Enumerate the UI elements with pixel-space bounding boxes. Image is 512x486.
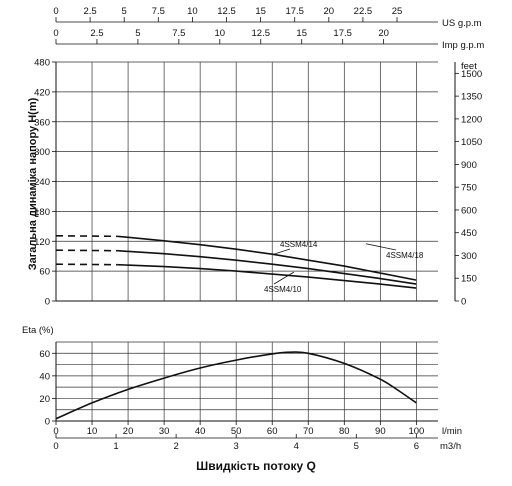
feet-tick-label: 150 — [461, 274, 477, 285]
head-ytick-label: 0 — [45, 297, 50, 308]
efficiency-curve — [55, 351, 417, 420]
lpm-tick-label: 40 — [195, 426, 206, 437]
feet-tick-label: 300 — [461, 251, 477, 262]
feet-tick-label: 900 — [461, 160, 477, 171]
top-axis-tick-label: 2.5 — [83, 6, 96, 17]
curve-label-4SSM4/10: 4SSM4/10 — [264, 285, 302, 294]
top-axis-tick-label: 7.5 — [152, 6, 165, 17]
top-axis-tick-label: 7.5 — [172, 28, 185, 39]
top-axis-tick-label: 12.5 — [252, 28, 271, 39]
top-axis-tick-label: 17.5 — [285, 6, 304, 17]
head-axis-label: Загальна динаміка напору H(m) — [27, 97, 39, 270]
lpm-tick-label: 20 — [123, 426, 134, 437]
eff-ytick-label: 0 — [45, 417, 50, 428]
lpm-unit-label: l/min — [442, 426, 462, 437]
lpm-tick-label: 70 — [303, 426, 314, 437]
lpm-tick-label: 80 — [339, 426, 350, 437]
head-curve-dashed-4SSM4/10 — [55, 263, 118, 266]
head-ytick-label: 240 — [34, 177, 50, 188]
top-axis-tick-label: 2.5 — [90, 28, 103, 39]
head-ytick-label: 360 — [34, 117, 50, 128]
m3h-tick-label: 2 — [173, 441, 178, 452]
head-ytick-label: 120 — [34, 237, 50, 248]
top-axis-tick-label: 15 — [255, 6, 266, 17]
head-ytick-label: 480 — [34, 58, 50, 69]
x-axis-title: Швидкість потоку Q — [196, 459, 316, 473]
curve-label-4SSM4/14: 4SSM4/14 — [280, 240, 318, 249]
lpm-tick-label: 50 — [231, 426, 242, 437]
eff-ytick-label: 60 — [39, 349, 50, 360]
eff-ytick-label: 40 — [39, 371, 50, 382]
lpm-tick-label: 100 — [408, 426, 424, 437]
lpm-tick-label: 30 — [159, 426, 170, 437]
feet-tick-label: 1050 — [461, 137, 482, 148]
top-axis-tick-label: 0 — [53, 28, 58, 39]
m3h-tick-label: 5 — [354, 441, 359, 452]
m3h-tick-label: 4 — [294, 441, 299, 452]
top-axis-tick-label: 20 — [378, 28, 389, 39]
curve-label-4SSM4/18: 4SSM4/18 — [386, 251, 424, 260]
top-axis-tick-label: 5 — [122, 6, 127, 17]
curve-pointer-4SSM4/18 — [365, 243, 397, 251]
lpm-tick-label: 60 — [267, 426, 278, 437]
m3h-tick-label: 6 — [414, 441, 419, 452]
head-curve-4SSM4/14 — [117, 249, 417, 285]
eff-ytick-label: 20 — [39, 394, 50, 405]
lpm-tick-label: 90 — [375, 426, 386, 437]
m3h-unit-label: m3/h — [440, 441, 461, 452]
feet-axis-label: feet — [461, 61, 477, 72]
head-ytick-label: 300 — [34, 147, 50, 158]
feet-tick-label: 1350 — [461, 92, 482, 103]
head-ytick-label: 60 — [39, 267, 50, 278]
head-curve-dashed-4SSM4/18 — [55, 235, 118, 238]
top-axis-tick-label: 17.5 — [333, 28, 352, 39]
efficiency-chart: 0 20 40 60 — [39, 341, 438, 428]
m3h-tick-label: 1 — [113, 441, 118, 452]
lpm-tick-label: 0 — [53, 426, 58, 437]
head-ytick-label: 420 — [34, 87, 50, 98]
top-axis-tick-label: 10 — [215, 28, 226, 39]
top-axis-tick-label: 10 — [187, 6, 198, 17]
top-axis-tick-label: 22.5 — [354, 6, 373, 17]
curve-pointer-4SSM4/10 — [273, 271, 295, 285]
top-axis-tick-label: 12.5 — [217, 6, 236, 17]
eta-axis-label: Eta (%) — [22, 325, 54, 336]
top-axis-unit-label: Imp g.p.m — [442, 40, 484, 51]
feet-tick-label: 1500 — [461, 69, 482, 80]
head-curve-4SSM4/10 — [117, 263, 417, 289]
head-curve-dashed-4SSM4/14 — [55, 249, 118, 252]
top-axis-tick-label: 5 — [135, 28, 140, 39]
feet-tick-label: 600 — [461, 205, 477, 216]
top-axis-tick-label: 15 — [296, 28, 307, 39]
top-axis-tick-label: 25 — [392, 6, 403, 17]
top-axis-tick-label: 0 — [53, 6, 58, 17]
bottom-flow-axes: 0 10 20 30 40 50 60 70 80 90 100 l/min 0 1 2 3 4 5 6 m3/h — [53, 421, 462, 452]
top-axis-unit-label: US g.p.m — [442, 18, 482, 29]
m3h-tick-label: 0 — [53, 441, 58, 452]
feet-tick-label: 750 — [461, 183, 477, 194]
m3h-tick-label: 3 — [234, 441, 239, 452]
feet-tick-label: 1200 — [461, 114, 482, 125]
curve-pointer-4SSM4/14 — [272, 248, 291, 256]
lpm-tick-label: 10 — [87, 426, 98, 437]
head-ytick-label: 180 — [34, 207, 50, 218]
feet-tick-label: 0 — [461, 297, 466, 308]
top-axis-tick-label: 20 — [324, 6, 335, 17]
head-curve-4SSM4/18 — [117, 235, 417, 281]
feet-tick-label: 450 — [461, 228, 477, 239]
head-chart: 0 60 120 180 240 300 360 420 480 0 150 300 450 600 750… — [34, 58, 482, 308]
